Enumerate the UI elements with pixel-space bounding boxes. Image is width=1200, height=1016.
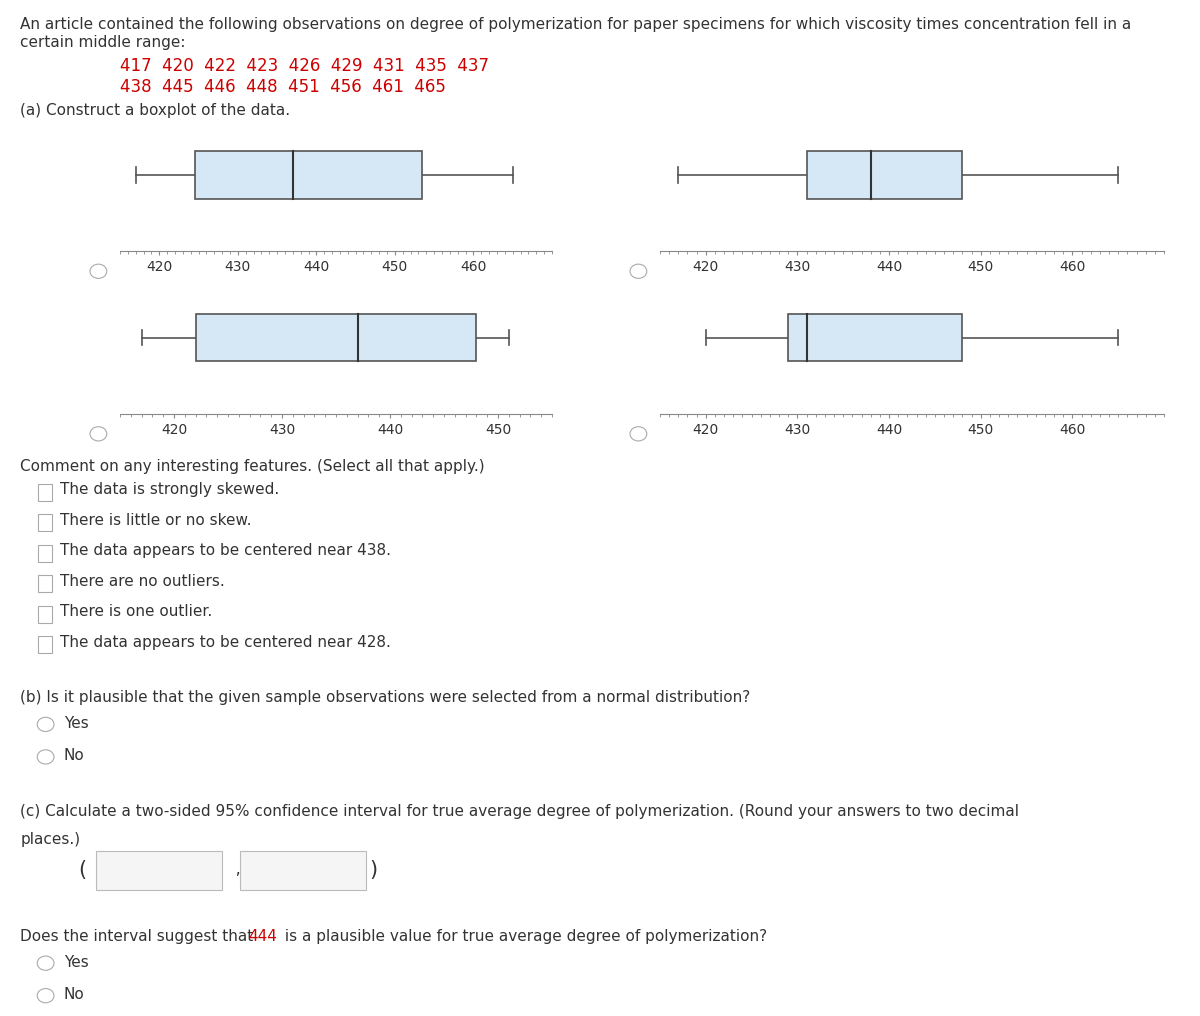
Bar bbox=[38, 545, 52, 562]
Bar bbox=[38, 606, 52, 623]
Bar bbox=[38, 484, 52, 501]
Text: is a plausible value for true average degree of polymerization?: is a plausible value for true average de… bbox=[280, 929, 767, 944]
Bar bbox=[38, 514, 52, 531]
Text: 444: 444 bbox=[248, 929, 277, 944]
Text: An article contained the following observations on degree of polymerization for : An article contained the following obser… bbox=[20, 17, 1132, 33]
Bar bbox=[196, 314, 476, 362]
Bar bbox=[194, 151, 422, 199]
Bar bbox=[38, 636, 52, 653]
Text: ): ) bbox=[370, 860, 378, 880]
Bar bbox=[240, 851, 366, 890]
Text: ,: , bbox=[226, 863, 240, 877]
Text: Does the interval suggest that: Does the interval suggest that bbox=[20, 929, 258, 944]
Text: There are no outliers.: There are no outliers. bbox=[60, 574, 224, 588]
Text: Yes: Yes bbox=[64, 955, 89, 969]
Bar bbox=[806, 151, 962, 199]
Text: (c) Calculate a two-sided 95% confidence interval for true average degree of pol: (c) Calculate a two-sided 95% confidence… bbox=[20, 804, 1020, 819]
Bar bbox=[96, 851, 222, 890]
Text: Yes: Yes bbox=[64, 716, 89, 731]
Text: 417  420  422  423  426  429  431  435  437: 417 420 422 423 426 429 431 435 437 bbox=[120, 57, 490, 75]
Text: The data appears to be centered near 438.: The data appears to be centered near 438… bbox=[60, 544, 391, 558]
Text: certain middle range:: certain middle range: bbox=[20, 35, 186, 50]
Text: There is little or no skew.: There is little or no skew. bbox=[60, 513, 252, 527]
Text: No: No bbox=[64, 988, 84, 1002]
Bar bbox=[788, 314, 962, 362]
Text: There is one outlier.: There is one outlier. bbox=[60, 605, 212, 619]
Text: places.): places.) bbox=[20, 832, 80, 847]
Text: Comment on any interesting features. (Select all that apply.): Comment on any interesting features. (Se… bbox=[20, 459, 485, 474]
Bar bbox=[38, 575, 52, 592]
Text: 438  445  446  448  451  456  461  465: 438 445 446 448 451 456 461 465 bbox=[120, 78, 446, 97]
Text: (b) Is it plausible that the given sample observations were selected from a norm: (b) Is it plausible that the given sampl… bbox=[20, 690, 751, 705]
Text: The data appears to be centered near 428.: The data appears to be centered near 428… bbox=[60, 635, 391, 649]
Text: The data is strongly skewed.: The data is strongly skewed. bbox=[60, 483, 280, 497]
Text: (: ( bbox=[78, 860, 86, 880]
Text: No: No bbox=[64, 749, 84, 763]
Text: (a) Construct a boxplot of the data.: (a) Construct a boxplot of the data. bbox=[20, 103, 290, 118]
